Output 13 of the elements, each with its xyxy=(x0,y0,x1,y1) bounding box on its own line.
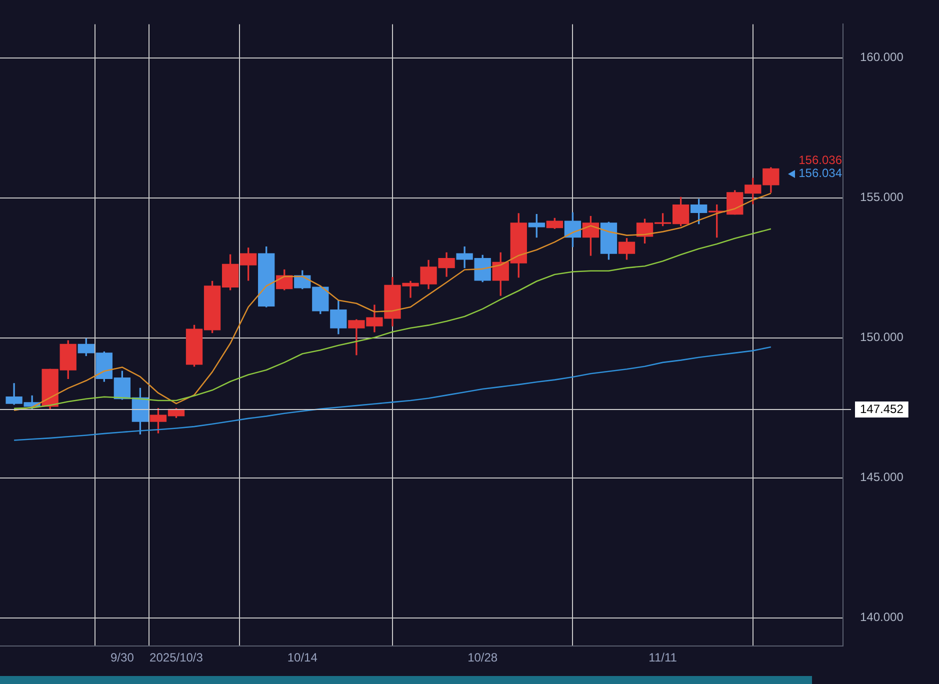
x-tick-label: 9/30 xyxy=(110,650,134,664)
x-tick-label: 2025/10/3 xyxy=(150,650,204,664)
y-tick-label: 150.000 xyxy=(860,330,904,344)
y-tick-label: 160.000 xyxy=(860,50,904,64)
x-tick-label: 10/14 xyxy=(287,650,318,664)
ref-line-label: 147.452 xyxy=(860,402,904,416)
x-tick-label: 11/11 xyxy=(648,650,678,664)
text: 156.034 xyxy=(798,166,842,180)
x-tick-label: 10/28 xyxy=(468,650,498,664)
y-tick-label: 155.000 xyxy=(860,190,904,204)
y-tick-label: 140.000 xyxy=(860,610,904,624)
text: 156.036 xyxy=(798,152,842,167)
y-tick-label: 145.000 xyxy=(860,470,904,484)
